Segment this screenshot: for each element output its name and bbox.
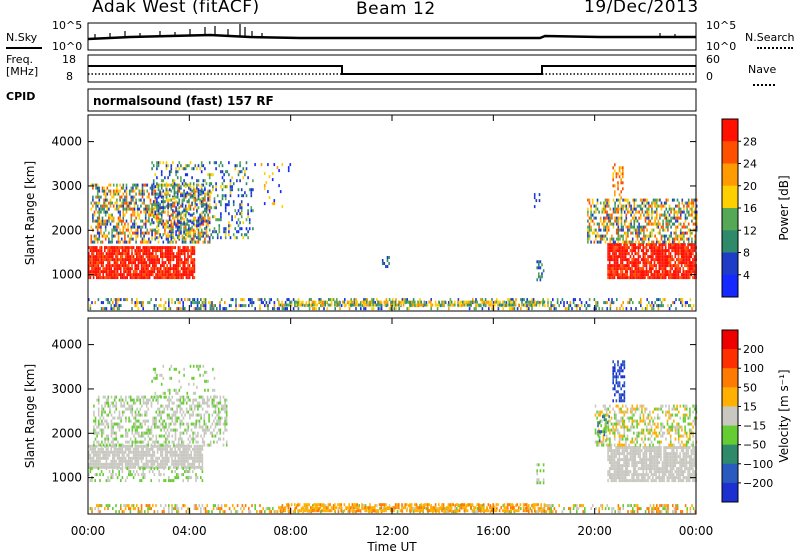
nsearch-legend-line (757, 47, 793, 49)
power-ytick-label-0: 1000 (51, 268, 82, 282)
vel-ytick-label-3: 4000 (51, 338, 82, 352)
colorbar-swatch (722, 368, 738, 388)
nave-legend-line (753, 84, 775, 86)
colorbar-swatch (722, 349, 738, 369)
colorbar-swatch (722, 463, 738, 484)
power-ytick-label-1: 2000 (51, 223, 82, 237)
nsearch-tick-bottom: 10^0 (706, 40, 736, 53)
vel-cells (88, 360, 698, 514)
nave-tick-top: 60 (706, 53, 720, 66)
freq-tick-bottom: 8 (66, 70, 73, 83)
nsearch-tick-top: 10^5 (706, 19, 736, 32)
colorbar-swatch (722, 141, 738, 164)
nave-tick-bottom: 0 (706, 70, 713, 83)
power-colorbar: 4 8 12 16 20 24 28 Power [dB] (721, 118, 791, 298)
nsky-line (87, 33, 696, 41)
colorbar-tick-label: 12 (743, 224, 757, 237)
time-tick-3: 12:00 (375, 524, 410, 538)
colorbar-tick-label: 8 (743, 247, 750, 260)
colorbar-tick-label: 15 (743, 400, 757, 413)
colorbar-swatch (722, 425, 738, 446)
freq-label-1: Freq. (6, 53, 34, 66)
colorbar-tick-label: −100 (743, 458, 773, 471)
colorbar-tick-label: 100 (743, 362, 764, 375)
date-title: 19/Dec/2013 (584, 0, 699, 17)
time-axis-label: Time UT (366, 540, 417, 554)
colorbar-tick-label: −15 (743, 420, 766, 433)
nsearch-label: N.Search (745, 31, 795, 44)
time-tick-6: 00:00 (679, 524, 714, 538)
power-ytick-label-2: 3000 (51, 179, 82, 193)
colorbar-swatch (722, 387, 738, 407)
power-ylabel: Slant Range [km] (23, 161, 37, 265)
vel-ytick-label-2: 3000 (51, 382, 82, 396)
nsky-strip: 10^5 10^0 10^5 10^0 (52, 19, 736, 53)
power-ytick-label-3: 4000 (51, 135, 82, 149)
colorbar-swatch (722, 444, 738, 465)
nsky-tick-top: 10^5 (52, 19, 82, 32)
time-tick-5: 20:00 (577, 524, 612, 538)
colorbar-label: Power [dB] (777, 175, 791, 240)
nsky-tick-bottom: 10^0 (52, 40, 82, 53)
colorbar-swatch (722, 208, 738, 231)
colorbar-tick-label: −200 (743, 477, 773, 490)
colorbar-swatch (722, 252, 738, 276)
vel-ytick-label-0: 1000 (51, 471, 82, 485)
colorbar-tick-label: 200 (743, 343, 764, 356)
colorbar-swatch (722, 230, 738, 253)
freq-line (88, 65, 696, 75)
colorbar-tick-label: 24 (743, 158, 757, 171)
colorbar-swatch (722, 330, 738, 350)
radar-title: Adak West (fitACF) (92, 0, 260, 17)
colorbar-tick-label: 20 (743, 180, 757, 193)
freq-tick-top: 18 (62, 53, 76, 66)
colorbar-tick-label: 28 (743, 135, 757, 148)
nsky-legend-line (6, 47, 42, 49)
nsky-spikes (94, 24, 676, 39)
velocity-colorbar: 200 100 50 15 −15 −50 −100 −200 Velocity [m s⁻¹] (721, 329, 791, 503)
time-tick-0: 00:00 (71, 524, 106, 538)
colorbar-swatch (722, 163, 738, 187)
colorbar-swatch (722, 274, 738, 298)
colorbar-tick-label: 50 (743, 381, 757, 394)
power-panel: 1000 2000 3000 4000 Slant Range [km] (23, 114, 698, 312)
beam-title: Beam 12 (356, 0, 436, 19)
colorbar-tick-label: −50 (743, 439, 766, 452)
colorbar-swatch (722, 119, 738, 142)
cpid-value: normalsound (fast) 157 RF (93, 94, 274, 108)
power-cells (88, 161, 698, 311)
colorbar-swatch (722, 406, 738, 427)
colorbar-label: Velocity [m s⁻¹] (777, 369, 791, 462)
freq-strip: 18 8 60 0 (62, 53, 720, 83)
velocity-panel: 1000 2000 3000 4000 Slant Range [km] (23, 317, 698, 515)
freq-label-2: [MHz] (6, 65, 39, 78)
vel-ytick-label-1: 2000 (51, 426, 82, 440)
time-tick-2: 08:00 (273, 524, 308, 538)
colorbar-swatch (722, 185, 738, 209)
time-tick-1: 04:00 (172, 524, 207, 538)
colorbar-tick-label: 16 (743, 202, 757, 215)
colorbar-swatch (722, 482, 738, 503)
cpid-label: CPID (6, 90, 36, 103)
time-axis: 00:00 04:00 08:00 12:00 16:00 20:00 00:00 (71, 524, 714, 538)
time-tick-4: 16:00 (476, 524, 511, 538)
nave-label: Nave (748, 63, 777, 76)
colorbar-tick-label: 4 (743, 269, 750, 282)
nsky-label: N.Sky (6, 31, 38, 44)
cpid-strip (87, 88, 697, 112)
vel-ylabel: Slant Range [km] (23, 364, 37, 468)
